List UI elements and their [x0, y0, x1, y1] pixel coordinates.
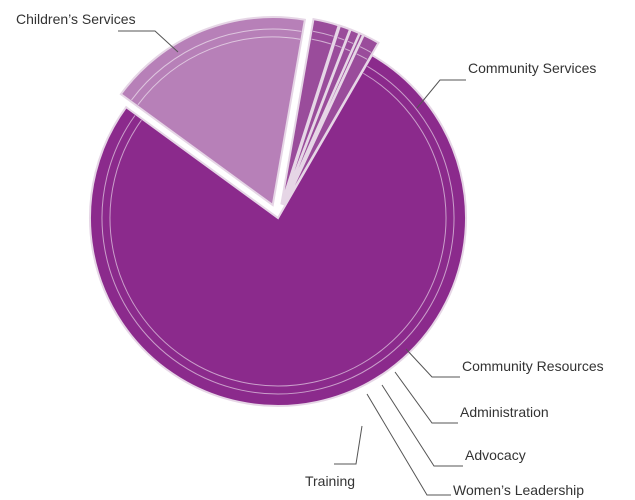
leader-line: [416, 79, 466, 109]
slice-highlight-ring: [312, 30, 334, 37]
pie-slice: [89, 53, 467, 407]
slice-highlight-ring: [101, 65, 455, 395]
pie-slice: [280, 18, 340, 205]
slice-label: Community Resources: [462, 358, 604, 374]
slice-label: Advocacy: [465, 447, 526, 463]
slice-highlight-ring: [337, 37, 345, 41]
slice-highlight-ring: [311, 38, 332, 45]
leader-line: [381, 384, 463, 467]
slice-label: Community Services: [468, 60, 596, 76]
slice-highlight-ring: [344, 48, 351, 52]
slice-highlight-ring: [356, 53, 368, 60]
leader-line: [405, 348, 460, 378]
slice-highlight-ring: [109, 72, 447, 387]
slice-label: Children’s Services: [16, 11, 136, 27]
slice-highlight-ring: [131, 28, 302, 101]
pie-slice: [283, 33, 380, 207]
slices-layer: [89, 16, 467, 407]
leader-line: [118, 30, 179, 53]
slice-highlight-ring: [359, 46, 372, 53]
slice-label: Women’s Leadership: [453, 482, 584, 498]
slice-label: Training: [305, 473, 355, 489]
slice-highlight-ring: [137, 36, 301, 106]
leader-line: [334, 425, 363, 465]
labels-layer: Children’s Services Community Services Com…: [16, 11, 604, 498]
leader-line: [394, 371, 458, 424]
slice-label: Administration: [460, 404, 549, 420]
slice-highlight-ring: [335, 44, 342, 48]
leader-line: [366, 393, 451, 496]
slice-highlight-ring: [347, 40, 354, 44]
